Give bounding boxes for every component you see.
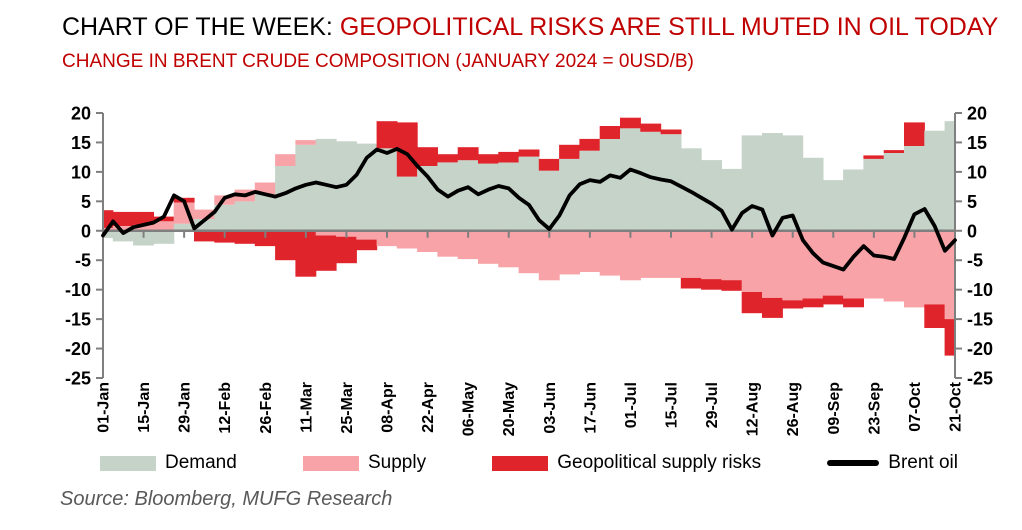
chart-plot-area: 20 15 10 5 0 -5 -10 -15 -20 -25 20 15 10 5 0 -5 -10 -15 -2… bbox=[65, 104, 993, 437]
y-axis-tick-label: -25 bbox=[967, 369, 993, 389]
x-axis-tick-label: 12-Aug bbox=[745, 382, 762, 436]
y-axis-tick-label: 15 bbox=[71, 133, 91, 153]
brent-oil-line-icon bbox=[827, 460, 880, 466]
legend-label-brent-oil: Brent oil bbox=[888, 452, 958, 473]
x-axis-tick-label: 29-Jul bbox=[704, 382, 721, 428]
axes: 20 15 10 5 0 -5 -10 -15 -20 -25 20 15 10 5 0 -5 -10 -15 -2… bbox=[65, 104, 993, 389]
x-axis-tick-label: 22-Apr bbox=[420, 382, 437, 433]
x-axis-tick-label: 26-Feb bbox=[258, 382, 275, 434]
y-axis-tick-label: -5 bbox=[967, 251, 983, 271]
y-axis-tick-label: 10 bbox=[967, 162, 987, 182]
x-axis-tick-label: 23-Sep bbox=[866, 382, 883, 435]
y-axis-tick-label: 20 bbox=[71, 104, 91, 124]
x-axis-tick-label: 20-May bbox=[501, 382, 518, 436]
y-axis-tick-label: -10 bbox=[65, 280, 91, 300]
geopolitical-risks-swatch-icon bbox=[492, 455, 549, 471]
y-axis-tick-label: -20 bbox=[967, 339, 993, 359]
legend-item-brent-oil: Brent oil bbox=[827, 452, 958, 474]
legend: Demand Supply Geopolitical supply risks … bbox=[100, 452, 958, 474]
x-axis-tick-label: 03-Jun bbox=[542, 382, 559, 434]
supply-swatch-icon bbox=[303, 455, 359, 471]
x-axis-tick-label: 21-Oct bbox=[948, 381, 965, 431]
demand-swatch-icon bbox=[100, 455, 156, 471]
y-axis-tick-label: 5 bbox=[967, 192, 977, 212]
brent-oil-line bbox=[101, 147, 957, 272]
x-axis-tick-label: 07-Oct bbox=[907, 381, 924, 431]
x-axis-tick-label: 06-May bbox=[461, 382, 478, 436]
y-axis-tick-label: 0 bbox=[81, 221, 91, 241]
legend-label-demand: Demand bbox=[165, 452, 237, 473]
x-axis-labels: 01-Jan 15-Jan 29-Jan 12-Feb 26-Feb 11-Mar 25-M… bbox=[96, 381, 965, 436]
y-axis-tick-label: -5 bbox=[75, 251, 91, 271]
x-axis-tick-label: 12-Feb bbox=[217, 382, 234, 434]
y-axis-tick-label: -10 bbox=[967, 280, 993, 300]
y-axis-tick-label: 15 bbox=[967, 133, 987, 153]
x-axis-tick-label: 15-Jan bbox=[136, 382, 153, 433]
title-black-part: CHART OF THE WEEK: bbox=[62, 13, 340, 41]
y-axis-tick-label: 0 bbox=[967, 221, 977, 241]
title-red-part: GEOPOLITICAL RISKS ARE STILL MUTED IN OI… bbox=[339, 13, 999, 41]
y-axis-tick-label: 20 bbox=[967, 104, 987, 124]
x-axis-tick-label: 15-Jul bbox=[664, 382, 681, 428]
source-note: Source: Bloomberg, MUFG Research bbox=[60, 488, 393, 510]
x-axis-tick-label: 17-Jun bbox=[582, 382, 599, 434]
x-axis-tick-label: 11-Mar bbox=[298, 382, 315, 433]
legend-item-supply: Supply bbox=[303, 452, 426, 474]
y-axis-tick-label: -25 bbox=[65, 369, 91, 389]
legend-label-supply: Supply bbox=[368, 452, 427, 473]
chart-subtitle: CHANGE IN BRENT CRUDE COMPOSITION (JANUA… bbox=[62, 51, 694, 72]
y-axis-tick-label: -15 bbox=[65, 310, 91, 330]
legend-item-geopolitical-risks: Geopolitical supply risks bbox=[492, 452, 761, 474]
x-axis-tick-label: 01-Jan bbox=[96, 382, 113, 433]
x-axis-tick-label: 09-Sep bbox=[826, 382, 843, 435]
legend-item-demand: Demand bbox=[100, 452, 237, 474]
x-axis-tick-label: 29-Jan bbox=[177, 382, 194, 433]
stacked-areas bbox=[102, 117, 956, 356]
y-axis-tick-label: 10 bbox=[71, 162, 91, 182]
y-axis-tick-label: 5 bbox=[81, 192, 91, 212]
x-axis-tick-label: 08-Apr bbox=[380, 382, 397, 433]
page-title: CHART OF THE WEEK: GEOPOLITICAL RISKS AR… bbox=[62, 13, 998, 42]
y-axis-tick-label: -20 bbox=[65, 339, 91, 359]
x-axis-tick-label: 01-Jul bbox=[623, 382, 640, 428]
y-axis-tick-label: -15 bbox=[967, 310, 993, 330]
x-axis-tick-label: 26-Aug bbox=[785, 382, 802, 436]
x-axis-tick-label: 25-Mar bbox=[339, 382, 356, 434]
legend-label-geopolitical-risks: Geopolitical supply risks bbox=[557, 452, 762, 473]
